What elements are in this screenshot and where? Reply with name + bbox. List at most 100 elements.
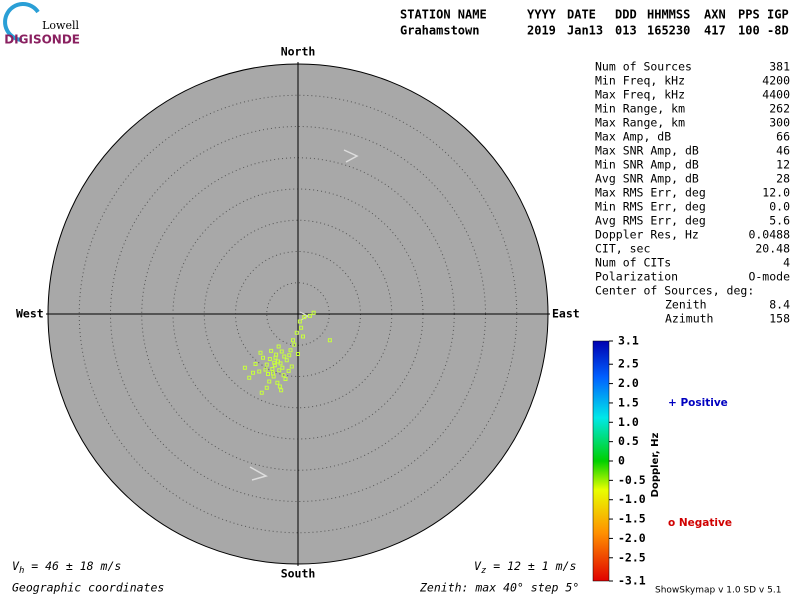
stat-value: 4200 [762, 74, 790, 88]
source-point [327, 338, 332, 343]
header-label: HHMMSS [647, 8, 690, 22]
header-value: Jan13 [567, 24, 603, 38]
source-point [277, 384, 282, 389]
colorbar-tick-label: 1.0 [618, 415, 639, 429]
logo-text: DIGISONDE [4, 33, 80, 47]
source-point [261, 355, 265, 360]
stat-value: 46 [776, 144, 790, 158]
velocity-part: = 46 ± 18 m/s [24, 559, 121, 573]
source-point [302, 315, 307, 320]
stat-label: Avg RMS Err, deg [595, 214, 706, 228]
colorbar-tick-label: 1.5 [618, 395, 639, 409]
source-point [242, 365, 247, 370]
colorbar [592, 340, 610, 582]
stat-label: Min SNR Amp, dB [595, 158, 699, 172]
stat-value: 12 [776, 158, 790, 172]
header-value: -8D [767, 24, 789, 38]
source-point [301, 334, 305, 339]
colorbar-tick-label: 0.5 [618, 434, 639, 448]
stat-value: 4400 [762, 88, 790, 102]
source-point [266, 372, 270, 376]
stat-value: 0.0 [769, 200, 790, 214]
stat-label: Num of CITs [595, 256, 671, 270]
colorbar-tick-label: -2.5 [618, 550, 646, 564]
direction-label: East [552, 307, 580, 321]
coords-text: Geographic coordinates [12, 581, 164, 595]
velocity-part: z [481, 566, 486, 576]
stat-label: Center of Sources, deg: [595, 284, 754, 298]
source-point [284, 358, 289, 363]
source-point [296, 352, 300, 356]
stat-label: Max RMS Err, deg [595, 186, 706, 200]
source-point [267, 357, 272, 361]
stat-value: 5.6 [769, 214, 790, 228]
colorbar-title: Doppler, Hz [650, 433, 661, 498]
colorbar-tick-label: -2.0 [618, 531, 646, 545]
source-point [289, 364, 294, 369]
source-point [276, 344, 281, 349]
source-point [294, 330, 299, 335]
stat-value: 28 [776, 172, 790, 186]
source-point [279, 349, 284, 354]
source-point [258, 350, 263, 355]
stat-label: Min Range, km [595, 102, 685, 116]
header-label: PPS [738, 8, 760, 22]
stat-label: Min RMS Err, deg [595, 200, 706, 214]
zenith-text: Zenith: max 40° step 5° [419, 581, 579, 595]
source-point [311, 310, 316, 315]
header-value: Grahamstown [400, 24, 479, 38]
stat-label: Max SNR Amp, dB [595, 144, 699, 158]
stat-label: Azimuth [665, 312, 713, 326]
header-label: DDD [615, 8, 637, 22]
stat-label: Max Freq, kHz [595, 88, 685, 102]
source-point [282, 354, 287, 359]
header-value: 165230 [647, 24, 690, 38]
source-point [278, 361, 283, 366]
stat-label: Max Amp, dB [595, 130, 671, 144]
velocity-part: = 12 ± 1 m/s [486, 559, 576, 573]
stat-label: Avg SNR Amp, dB [595, 172, 699, 186]
colorbar-tick-label: 3.1 [618, 334, 639, 348]
source-point [264, 385, 269, 390]
source-point [270, 367, 275, 371]
header-label: DATE [567, 8, 596, 22]
stat-label: Zenith [665, 298, 707, 312]
source-point [264, 362, 269, 367]
source-point [286, 368, 291, 373]
direction-label: North [281, 45, 316, 59]
header-label: STATION NAME [400, 8, 487, 22]
source-point [283, 377, 288, 381]
stat-value: 66 [776, 130, 790, 144]
header-value: 2019 [527, 24, 556, 38]
source-point [287, 353, 292, 358]
source-point [253, 362, 258, 366]
source-point [292, 342, 297, 347]
stat-value: O-mode [748, 270, 790, 284]
stat-value: 262 [769, 102, 790, 116]
header-value: 013 [615, 24, 637, 38]
source-point [257, 369, 262, 374]
velocity-part: h [19, 566, 24, 576]
drift-arrow [343, 149, 359, 163]
source-point [281, 373, 286, 378]
source-point [275, 380, 280, 385]
colorbar-tick-label: -0.5 [618, 473, 646, 487]
logo-swoosh [3, 2, 40, 42]
stat-value: 12.0 [762, 186, 790, 200]
logo-text: Lowell [42, 19, 79, 32]
source-point [271, 371, 275, 376]
header-value: 100 [738, 24, 760, 38]
colorbar-tick-label: 0 [618, 454, 625, 468]
source-point [297, 319, 302, 324]
velocity-part: V [474, 559, 482, 573]
source-point [288, 348, 293, 353]
header-label: AXN [704, 8, 726, 22]
source-point [272, 360, 277, 365]
source-point [279, 388, 284, 393]
velocity-text: Vh = 46 ± 18 m/s [12, 559, 121, 576]
source-point [280, 365, 285, 370]
velocity-text: Vz = 12 ± 1 m/s [474, 559, 576, 576]
header-label: YYYY [527, 8, 557, 22]
velocity-part: V [12, 559, 20, 573]
